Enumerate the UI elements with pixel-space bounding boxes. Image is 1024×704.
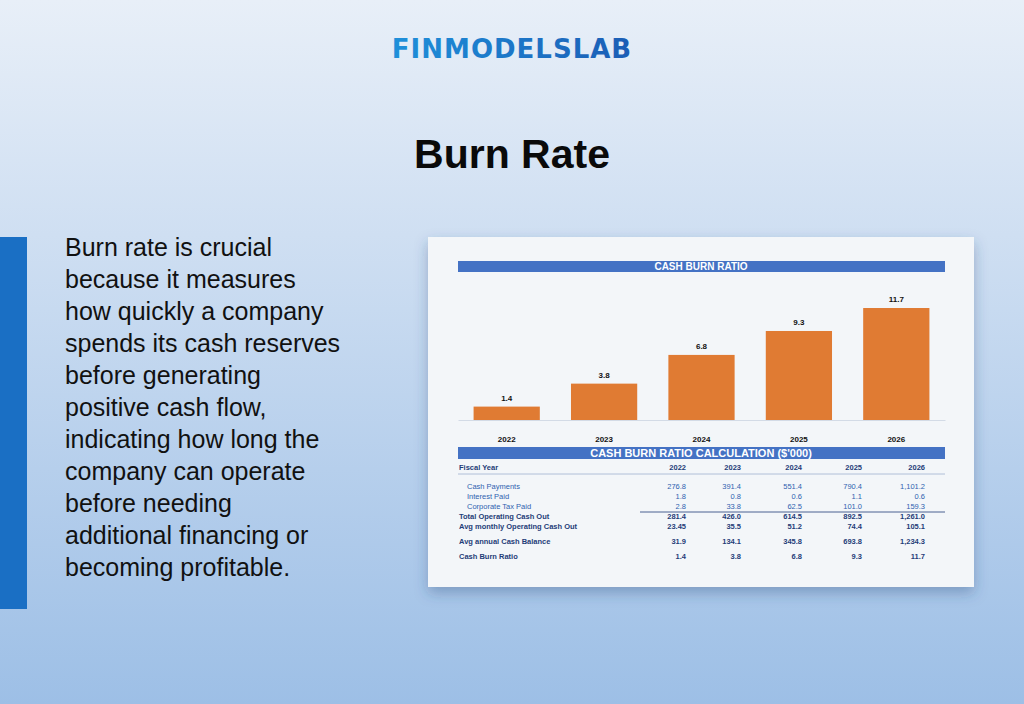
body-line: before generating <box>65 361 261 389</box>
bar <box>766 331 832 420</box>
body-line: because it measures <box>65 265 296 293</box>
body-line: positive cash flow, <box>65 393 267 421</box>
table-cell: 551.4 <box>783 482 802 491</box>
chart-title: CASH BURN RATIO <box>654 261 747 272</box>
x-tick: 2026 <box>887 420 905 444</box>
x-axis-line <box>459 420 946 421</box>
table-cell: 11.7 <box>911 552 925 561</box>
table-cell: 1,261.0 <box>900 512 925 521</box>
table-header-cell: 2025 <box>845 463 862 472</box>
x-tick-label: 2026 <box>887 435 905 444</box>
table-cell: 614.5 <box>783 512 802 521</box>
table-cell: 1.4 <box>676 552 687 561</box>
table-cell: Total Operating Cash Out <box>459 512 550 521</box>
table-cell: 276.8 <box>667 482 686 491</box>
x-tick-label: 2024 <box>693 435 711 444</box>
table-cell: 6.8 <box>792 552 802 561</box>
table-cell: 159.3 <box>906 502 925 511</box>
table-cell: 693.8 <box>843 537 862 546</box>
table-cell: 345.8 <box>783 537 802 546</box>
x-tick: 2022 <box>498 420 516 444</box>
table-cell: 0.6 <box>792 492 802 501</box>
table-cell: 1.1 <box>852 492 862 501</box>
card <box>428 237 974 587</box>
table-cell: 391.4 <box>722 482 741 491</box>
x-tick-label: 2023 <box>595 435 613 444</box>
body-line: how quickly a company <box>65 297 324 325</box>
body-line: additional financing or <box>65 521 308 549</box>
body-line: before needing <box>65 489 232 517</box>
heading: Burn Rate <box>414 131 610 177</box>
table-title: CASH BURN RATIO CALCULATION ($'000) <box>590 447 812 459</box>
table-cell: 1,101.2 <box>900 482 925 491</box>
table-cell: 33.8 <box>726 502 741 511</box>
chart-title-bar <box>458 261 945 272</box>
background <box>0 0 1024 704</box>
table-title-bar <box>458 447 945 459</box>
data-label: 9.3 <box>793 318 805 327</box>
body-text: Burn rate is crucial because it measures h… <box>65 233 340 581</box>
bar <box>668 355 734 420</box>
body-line: company can operate <box>65 457 305 485</box>
body-line: indicating how long the <box>65 425 319 453</box>
data-labels: 1.4 3.8 6.8 9.3 11.7 <box>501 295 904 403</box>
table-cell: 101.0 <box>843 502 862 511</box>
accent-bar <box>0 237 27 609</box>
table-cell: 62.5 <box>787 502 802 511</box>
table-cell: 2.8 <box>676 502 686 511</box>
table-cell: 1,234.3 <box>900 537 925 546</box>
bar <box>863 308 929 420</box>
table-cell: 74.4 <box>847 522 862 531</box>
body-line: becoming profitable. <box>65 553 290 581</box>
page: FINMODELSLAB Burn Rate Burn rate is crucia… <box>0 0 1024 704</box>
x-tick: 2025 <box>790 420 808 444</box>
table-header-cell: 2024 <box>785 463 803 472</box>
table: Fiscal Year 2022 2023 2024 2025 2026 Cash Paym… <box>458 463 945 561</box>
data-label: 11.7 <box>889 295 905 304</box>
x-axis: 2022 2023 2024 2025 2026 <box>459 420 946 444</box>
body-line: spends its cash reserves <box>65 329 340 357</box>
table-cell: 31.9 <box>671 537 686 546</box>
table-cell: 426.0 <box>722 512 741 521</box>
bar <box>474 407 540 420</box>
data-label: 1.4 <box>501 394 513 403</box>
bar <box>571 384 637 420</box>
table-cell: Avg monthly Operating Cash Out <box>459 522 578 531</box>
table-cell: 892.5 <box>843 512 862 521</box>
x-tick: 2023 <box>595 420 613 444</box>
body-line: Burn rate is crucial <box>65 233 272 261</box>
x-tick-label: 2022 <box>498 435 516 444</box>
data-label: 3.8 <box>599 371 611 380</box>
table-header-cell: 2022 <box>669 463 686 472</box>
table-cell: 51.2 <box>787 522 802 531</box>
data-label: 6.8 <box>696 342 708 351</box>
table-cell: 134.1 <box>722 537 741 546</box>
brand-logo: FINMODELSLAB <box>392 34 632 64</box>
table-cell: 105.1 <box>906 522 925 531</box>
table-header-cell: 2026 <box>908 463 925 472</box>
table-cell: Cash Burn Ratio <box>459 552 518 561</box>
table-cell: Interest Paid <box>467 492 509 501</box>
table-cell: 790.4 <box>843 482 862 491</box>
table-header-rule <box>458 474 945 475</box>
table-cell: Cash Payments <box>467 482 520 491</box>
table-cell: 3.8 <box>731 552 741 561</box>
bars <box>474 308 930 420</box>
table-cell: 281.4 <box>667 512 687 521</box>
table-cell: 0.8 <box>731 492 741 501</box>
table-header-cell: 2023 <box>724 463 741 472</box>
table-cell: Avg annual Cash Balance <box>459 537 550 546</box>
table-header-cell: Fiscal Year <box>459 463 498 472</box>
table-cell: 9.3 <box>852 552 862 561</box>
table-cell: 35.5 <box>726 522 741 531</box>
table-cell: 0.6 <box>915 492 925 501</box>
table-cell: Corporate Tax Paid <box>467 502 531 511</box>
x-tick: 2024 <box>693 420 711 444</box>
x-tick-label: 2025 <box>790 435 808 444</box>
table-cell: 23.45 <box>667 522 686 531</box>
table-cell: 1.8 <box>676 492 686 501</box>
